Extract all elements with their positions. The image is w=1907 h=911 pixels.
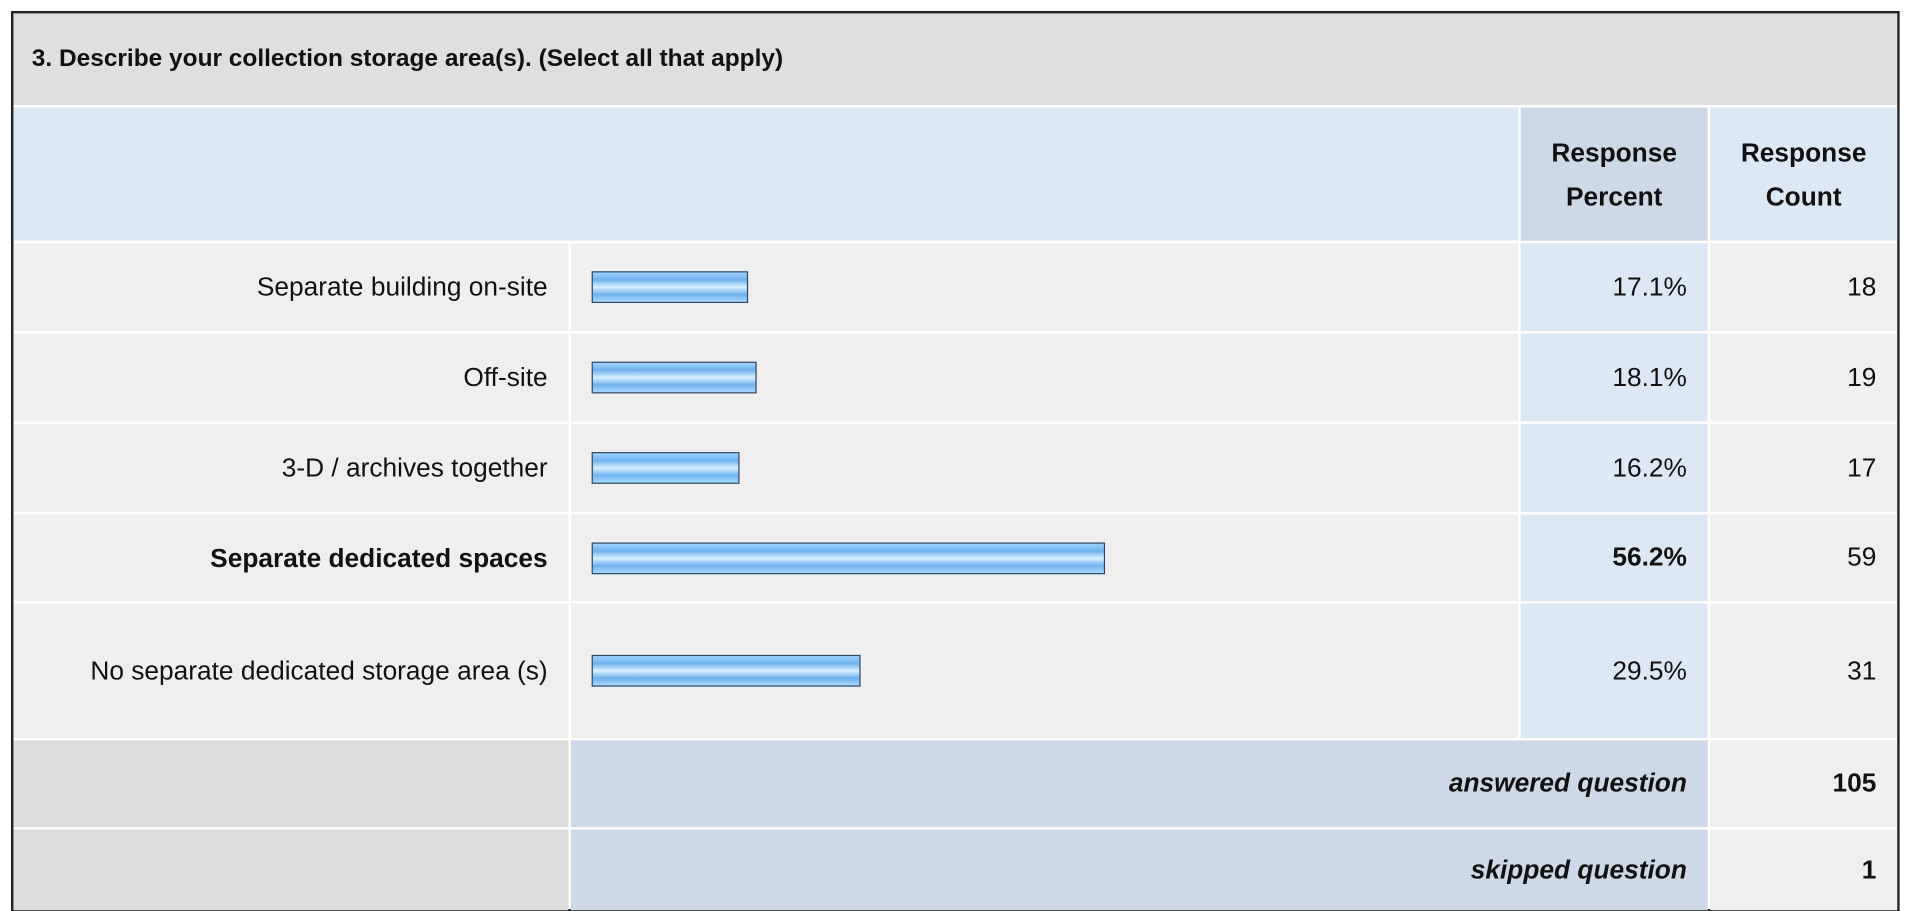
row-label: Separate building on-site — [13, 243, 569, 332]
response-count: 59 — [1710, 514, 1898, 602]
row-label: Off-site — [13, 333, 569, 422]
footer-label: answered question — [570, 740, 1708, 828]
bar — [591, 541, 1105, 574]
bar — [591, 271, 748, 304]
bar — [591, 654, 862, 687]
row-label: 3-D / archives together — [13, 423, 569, 512]
bar — [591, 452, 740, 484]
footer-blank — [13, 740, 569, 828]
footer-blank — [13, 829, 569, 911]
question-title: 3. Describe your collection storage area… — [13, 13, 1898, 106]
response-percent: 18.1% — [1520, 333, 1708, 422]
response-count: 31 — [1710, 603, 1898, 738]
response-count: 19 — [1710, 333, 1898, 422]
row-label: Separate dedicated spaces — [13, 514, 569, 602]
footer-value: 1 — [1710, 829, 1898, 911]
response-percent: 56.2% — [1520, 514, 1708, 602]
row-label: No separate dedicated storage area (s) — [13, 603, 569, 738]
response-percent: 17.1% — [1520, 243, 1708, 332]
response-percent: 29.5% — [1520, 603, 1708, 738]
footer-label: skipped question — [570, 829, 1708, 911]
response-count: 18 — [1710, 243, 1898, 332]
footer-value: 105 — [1710, 740, 1898, 828]
response-percent: 16.2% — [1520, 423, 1708, 512]
bar — [591, 361, 757, 394]
header-row — [13, 107, 1519, 241]
column-header: Response Percent — [1520, 107, 1708, 241]
response-count: 17 — [1710, 423, 1898, 512]
column-header: Response Count — [1710, 107, 1898, 241]
